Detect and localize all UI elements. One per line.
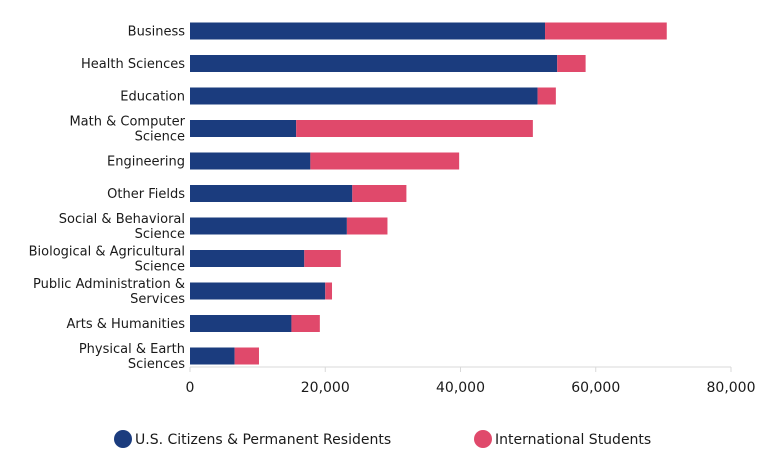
category-label-health-sciences: Health Sciences (81, 57, 185, 72)
legend-item-international: International Students (474, 430, 651, 448)
legend-label-international: International Students (495, 432, 651, 448)
category-label-arts-and-humanities: Arts & Humanities (67, 317, 186, 332)
x-tick-label: 40,000 (436, 380, 485, 396)
x-tick-label: 60,000 (571, 380, 620, 396)
bar-education-us (190, 87, 538, 105)
bar-math-and-computer-science-us (190, 120, 297, 137)
legend-marker-international (474, 430, 492, 448)
bar-math-and-computer-science-international (296, 120, 533, 137)
category-label-public-administration-and-services: Public Administration & Services (33, 277, 185, 307)
bar-other-fields-us (190, 185, 353, 202)
bar-education-international (537, 87, 556, 105)
bar-public-administration-and-services-us (190, 282, 326, 300)
bar-other-fields-international (352, 185, 407, 202)
bar-biological-and-agricultural-science-international (304, 250, 341, 267)
x-tick-label: 0 (186, 380, 195, 396)
x-tick-label: 20,000 (301, 380, 350, 396)
bar-health-sciences-international (557, 55, 586, 72)
category-label-biological-and-agricultural-science: Biological & Agricultural Science (29, 245, 185, 275)
bar-business-us (190, 22, 546, 40)
category-label-social-and-behavioral-science: Social & Behavioral Science (59, 212, 185, 242)
bar-physical-and-earth-sciences-us (190, 347, 235, 365)
bar-arts-and-humanities-international (291, 315, 320, 332)
bar-business-international (545, 22, 667, 40)
bars (190, 22, 667, 365)
legend: U.S. Citizens & Permanent Residents Inte… (114, 430, 651, 448)
legend-item-us: U.S. Citizens & Permanent Residents (114, 430, 391, 448)
legend-marker-us (114, 430, 132, 448)
bar-engineering-international (310, 152, 460, 170)
bar-health-sciences-us (190, 55, 558, 72)
category-label-business: Business (128, 25, 186, 40)
legend-label-us: U.S. Citizens & Permanent Residents (135, 432, 391, 448)
category-labels: Business Health Sciences Education Math & C… (29, 25, 186, 373)
bar-engineering-us (190, 152, 311, 170)
bar-physical-and-earth-sciences-international (234, 347, 259, 365)
category-label-other-fields: Other Fields (107, 187, 185, 202)
bar-arts-and-humanities-us (190, 315, 292, 332)
bar-social-and-behavioral-science-us (190, 217, 347, 235)
category-label-physical-and-earth-sciences: Physical & Earth Sciences (79, 342, 185, 372)
x-tick-label: 80,000 (707, 380, 756, 396)
category-label-math-and-computer-science: Math & Computer Science (69, 115, 185, 145)
category-label-education: Education (120, 90, 185, 105)
bar-public-administration-and-services-international (325, 282, 333, 300)
bar-social-and-behavioral-science-international (346, 217, 388, 235)
category-label-engineering: Engineering (107, 155, 185, 170)
bar-biological-and-agricultural-science-us (190, 250, 305, 267)
x-axis-ticks: 0 20,000 40,000 60,000 80,000 (186, 367, 756, 396)
